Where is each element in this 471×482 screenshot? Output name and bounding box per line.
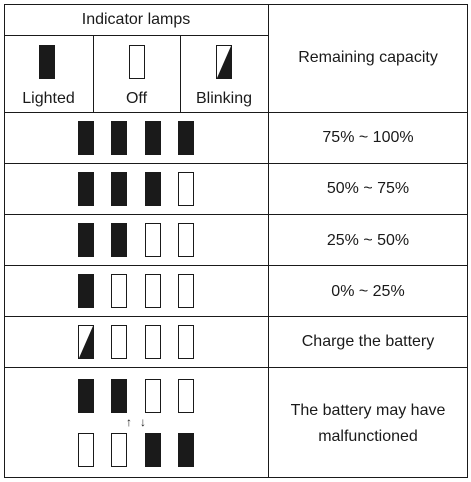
- row4-lamp-4: [178, 274, 194, 308]
- header-subdivider: [4, 35, 268, 37]
- row-divider-1: [4, 112, 468, 114]
- arrow-down-icon: ↓: [140, 415, 146, 429]
- row5-lamp-4: [178, 325, 194, 359]
- row6-top-lamp-4: [178, 379, 194, 413]
- row6-top-lamp-2: [111, 379, 127, 413]
- blinking-half-fill: [79, 326, 93, 358]
- row3-lamp-2: [111, 223, 127, 257]
- row3-lamp-3: [145, 223, 161, 257]
- legend-label-blinking: Blinking: [195, 90, 253, 107]
- row6-top-lamp-1: [78, 379, 94, 413]
- row6-bottom-lamp-2: [111, 433, 127, 467]
- row1-lamp-2: [111, 121, 127, 155]
- row6-status-line2: malfunctioned: [318, 428, 418, 445]
- row5-status: Charge the battery: [301, 333, 435, 350]
- row4-lamp-1: [78, 274, 94, 308]
- table-border-bottom: [4, 477, 468, 479]
- table-border-top: [4, 4, 468, 6]
- row5-lamp-2: [111, 325, 127, 359]
- indicator-lamps-heading: Indicator lamps: [81, 11, 191, 28]
- table-border-left: [4, 4, 6, 478]
- legend-divider-2: [180, 35, 182, 113]
- blinking-half-fill: [217, 46, 231, 78]
- legend-lamp-lighted: [39, 45, 55, 79]
- row1-lamp-3: [145, 121, 161, 155]
- row6-bottom-lamp-3: [145, 433, 161, 467]
- row2-lamp-3: [145, 172, 161, 206]
- legend-lamp-off: [129, 45, 145, 79]
- row-divider-5: [4, 316, 468, 318]
- row1-capacity: 75% ~ 100%: [322, 129, 414, 146]
- row1-lamp-4: [178, 121, 194, 155]
- row5-lamp-1: [78, 325, 94, 359]
- row2-capacity: 50% ~ 75%: [326, 180, 410, 197]
- row3-capacity: 25% ~ 50%: [326, 232, 410, 249]
- row-divider-6: [4, 367, 468, 369]
- row3-lamp-4: [178, 223, 194, 257]
- row6-status-line1: The battery may have: [290, 402, 446, 419]
- row-divider-3: [4, 214, 468, 216]
- row4-lamp-2: [111, 274, 127, 308]
- table-border-right: [467, 4, 469, 478]
- row3-lamp-1: [78, 223, 94, 257]
- column-divider: [268, 4, 270, 478]
- legend-lamp-blinking: [216, 45, 232, 79]
- legend-label-lighted: Lighted: [22, 90, 75, 107]
- row6-bottom-lamp-4: [178, 433, 194, 467]
- legend-label-off: Off: [125, 90, 148, 107]
- row6-top-lamp-3: [145, 379, 161, 413]
- row6-bottom-lamp-1: [78, 433, 94, 467]
- row-divider-4: [4, 265, 468, 267]
- row4-capacity: 0% ~ 25%: [331, 283, 405, 300]
- row5-lamp-3: [145, 325, 161, 359]
- arrow-up-icon: ↑: [126, 415, 132, 429]
- row2-lamp-2: [111, 172, 127, 206]
- row4-lamp-3: [145, 274, 161, 308]
- row1-lamp-1: [78, 121, 94, 155]
- row2-lamp-1: [78, 172, 94, 206]
- legend-divider-1: [93, 35, 95, 113]
- row2-lamp-4: [178, 172, 194, 206]
- row-divider-2: [4, 163, 468, 165]
- remaining-capacity-heading: Remaining capacity: [298, 49, 438, 66]
